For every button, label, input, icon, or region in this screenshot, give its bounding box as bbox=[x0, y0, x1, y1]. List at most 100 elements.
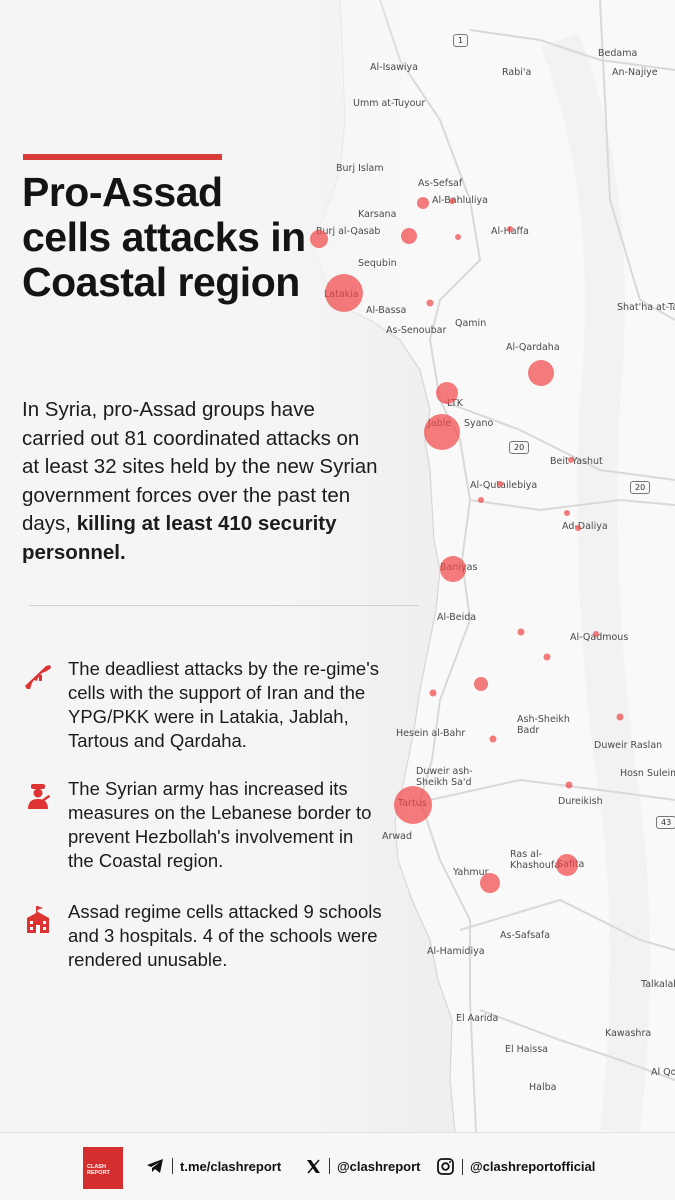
map-label: El Aarida bbox=[456, 1013, 499, 1024]
map-label: Beit Yashut bbox=[550, 456, 603, 467]
bullet-text: The deadliest attacks by the re-gime's c… bbox=[68, 658, 379, 751]
map-label: LTK bbox=[447, 398, 464, 409]
map-label: Burj Islam bbox=[336, 163, 384, 174]
map-label: Al-Beida bbox=[437, 612, 477, 623]
map-label: Al-Qadmous bbox=[570, 632, 629, 643]
map-label: El Haissa bbox=[505, 1044, 548, 1055]
map-label: Arwad bbox=[382, 831, 413, 842]
footer-instagram[interactable]: @clashreportofficial bbox=[437, 1158, 595, 1175]
bullet-text: The Syrian army has increased its measur… bbox=[68, 778, 372, 871]
road-number-badge: 20 bbox=[630, 481, 651, 494]
map-label: As-Sefsaf bbox=[418, 178, 463, 189]
attack-marker bbox=[455, 234, 461, 240]
telegram-link[interactable]: t.me/clashreport bbox=[180, 1158, 282, 1174]
attack-marker bbox=[449, 198, 455, 204]
map-label: Kawashra bbox=[605, 1028, 652, 1039]
attack-marker bbox=[480, 873, 500, 893]
map-label: Duweir Raslan bbox=[594, 740, 663, 751]
map-label: Hosn Suleima bbox=[620, 768, 675, 779]
map-label: Rabi'a bbox=[502, 67, 532, 78]
attack-marker bbox=[489, 735, 497, 743]
intro-bold: killing at least 410 security personnel. bbox=[22, 512, 337, 564]
road-number-badge: 43 bbox=[656, 816, 675, 829]
attack-marker bbox=[507, 226, 513, 232]
x-icon bbox=[307, 1159, 320, 1173]
map-label: As-Safsafa bbox=[500, 930, 551, 941]
bullet-army-border: The Syrian army has increased its measur… bbox=[22, 777, 382, 873]
instagram-icon bbox=[437, 1158, 454, 1175]
map-label: Burj al-Qasab bbox=[316, 226, 381, 237]
map: Bedama An-Najiye Al-Isawiya Rabi'a Umm at-Tu… bbox=[0, 0, 675, 1132]
clash-report-logo: CLASH REPORT bbox=[83, 1147, 123, 1189]
road-number-badge: 20 bbox=[509, 441, 530, 454]
map-label: Ash-Sheikh Badr bbox=[517, 714, 570, 736]
map-label: Ad-Daliya bbox=[562, 521, 608, 532]
attack-marker bbox=[429, 689, 437, 697]
school-icon bbox=[22, 900, 68, 972]
attack-marker bbox=[593, 631, 599, 637]
map-label: Shat'ha at-Tah bbox=[617, 302, 675, 313]
attack-marker bbox=[528, 360, 554, 386]
attack-marker bbox=[497, 481, 503, 487]
attack-markers bbox=[310, 197, 624, 893]
attack-marker bbox=[440, 556, 466, 582]
map-label: Duweir ash-Sheikh Sa'd bbox=[416, 766, 473, 788]
road-number-badge: 1 bbox=[453, 34, 469, 47]
footer-telegram[interactable]: t.me/clashreport bbox=[146, 1158, 281, 1174]
map-label: Al Qou bbox=[651, 1067, 675, 1078]
bullet-deadliest-attacks: The deadliest attacks by the re-gime's c… bbox=[22, 657, 382, 753]
attack-marker bbox=[568, 457, 574, 463]
attack-marker bbox=[564, 510, 570, 516]
attack-marker bbox=[556, 854, 578, 876]
map-label: Ras al-Khashoufa bbox=[510, 849, 561, 871]
map-label: Hesein al-Bahr bbox=[396, 728, 466, 739]
map-label: Al-Hamidiya bbox=[427, 946, 485, 957]
attack-marker bbox=[478, 497, 484, 503]
attack-marker bbox=[436, 382, 458, 404]
attack-marker bbox=[616, 713, 624, 721]
bullet-schools-hospitals: Assad regime cells attacked 9 schools an… bbox=[22, 900, 382, 972]
attack-marker bbox=[394, 786, 432, 824]
telegram-icon bbox=[147, 1159, 163, 1173]
bullet-text: Assad regime cells attacked 9 schools an… bbox=[68, 901, 382, 970]
map-label: As-Senoubar bbox=[386, 325, 447, 336]
soldier-icon bbox=[22, 777, 68, 873]
footer: CLASH REPORT t.me/clashreport @clashrepo… bbox=[0, 1132, 675, 1200]
intro-text: In Syria, pro-Assad groups have carried … bbox=[22, 396, 382, 567]
intro-regular: In Syria, pro-Assad groups have carried … bbox=[22, 398, 378, 535]
x-handle[interactable]: @clashreport bbox=[337, 1158, 421, 1174]
attack-marker bbox=[417, 197, 429, 209]
map-text-fade bbox=[0, 0, 675, 1132]
map-label: Al-Qutailebiya bbox=[470, 480, 538, 491]
attack-marker bbox=[575, 525, 581, 531]
map-label: Talkalak bbox=[641, 979, 675, 990]
attack-marker bbox=[424, 414, 460, 450]
map-label: Dureikish bbox=[558, 796, 603, 807]
map-label: Al-Qardaha bbox=[506, 342, 560, 353]
attack-marker bbox=[426, 299, 434, 307]
map-label: Sequbin bbox=[358, 258, 397, 269]
rifle-icon bbox=[22, 657, 68, 753]
attack-marker bbox=[565, 781, 573, 789]
attack-marker bbox=[474, 677, 488, 691]
attack-marker bbox=[543, 653, 551, 661]
map-label: Al-Isawiya bbox=[370, 62, 418, 73]
map-label: Syano bbox=[464, 418, 494, 429]
map-label: Halba bbox=[529, 1082, 557, 1093]
map-label: Karsana bbox=[358, 209, 397, 220]
instagram-handle[interactable]: @clashreportofficial bbox=[470, 1159, 596, 1174]
map-label: Al-Bahluliya bbox=[432, 195, 488, 206]
attack-marker bbox=[401, 228, 417, 244]
map-label: Umm at-Tuyour bbox=[353, 98, 426, 109]
map-label: Yahmur bbox=[453, 867, 489, 878]
map-label: Bedama bbox=[598, 48, 638, 59]
title-accent-bar bbox=[23, 154, 222, 160]
attack-marker bbox=[325, 274, 363, 312]
attack-marker bbox=[310, 230, 328, 248]
map-label: Qamin bbox=[455, 318, 487, 329]
attack-marker bbox=[517, 628, 525, 636]
map-label: An-Najiye bbox=[612, 67, 658, 78]
footer-x[interactable]: @clashreport bbox=[306, 1158, 420, 1174]
map-label: Al-Bassa bbox=[366, 305, 407, 316]
page-title: Pro-Assad cells attacks in Coastal regio… bbox=[22, 169, 306, 305]
